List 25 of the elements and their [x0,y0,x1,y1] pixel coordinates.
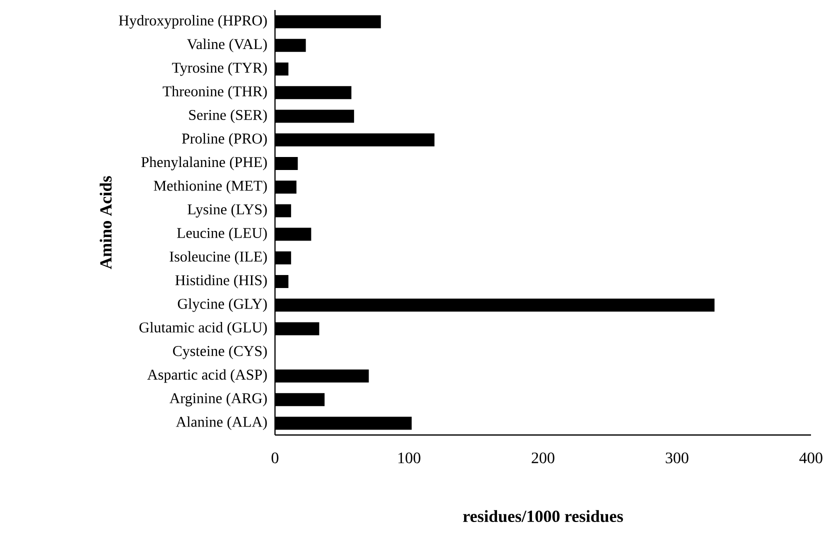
y-tick-label: Lysine (LYS) [188,204,267,218]
y-tick-label: Leucine (LEU) [177,228,267,242]
y-tick-label: Isoleucine (ILE) [170,251,267,265]
y-tick-label: Hydroxyproline (HPRO) [118,15,267,29]
x-tick-label: 200 [532,452,554,464]
x-tick-label: 300 [666,452,688,464]
y-tick-label: Arginine (ARG) [170,392,267,406]
y-tick-label: Methionine (MET) [154,180,267,194]
y-tick-label: Phenylalanine (PHE) [141,156,267,170]
y-tick-label: Tyrosine (TYR) [172,62,267,76]
y-tick-label: Valine (VAL) [187,38,267,52]
y-tick-label: Threonine (THR) [162,86,267,100]
y-tick-label: Glutamic acid (GLU) [139,322,267,336]
y-tick-label: Alanine (ALA) [176,416,267,430]
y-tick-label: Aspartic acid (ASP) [147,369,267,383]
y-tick-label: Proline (PRO) [182,133,267,147]
y-tick-label: Histidine (HIS) [175,274,267,288]
x-axis-title: residues/1000 residues [463,510,623,522]
x-tick-label: 0 [272,452,278,464]
y-axis-title: Amino Acids [100,176,112,270]
y-tick-label: Cysteine (CYS) [173,346,267,360]
x-tick-label: 400 [799,452,822,464]
x-tick-label: 100 [398,452,420,464]
y-tick-label: Glycine (GLY) [178,298,267,312]
y-tick-label: Serine (SER) [189,109,267,124]
